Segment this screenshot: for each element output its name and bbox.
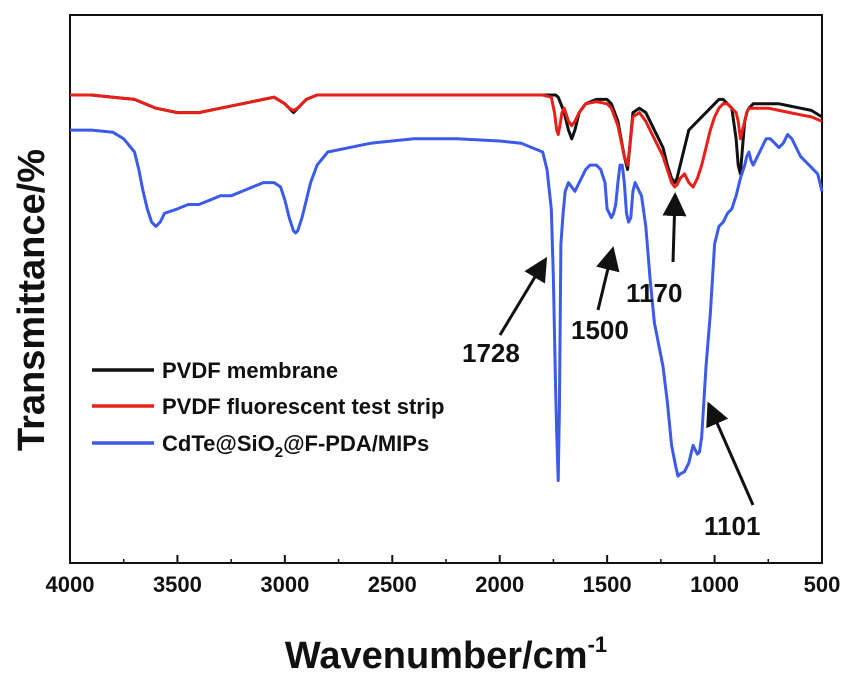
x-tick-label-2000: 2000 <box>475 572 524 597</box>
series-layer <box>70 93 824 482</box>
annotation-label-1101: 1101 <box>704 511 760 541</box>
y-axis-title: Transmittance/% <box>11 149 53 451</box>
annotation-label-1500: 1500 <box>571 315 629 345</box>
x-axis-title: Wavenumber/cm-1 <box>285 632 607 677</box>
series-line-cdte-sio2-f-pda-mips <box>70 128 824 482</box>
annotation-arrow-1101 <box>706 401 755 506</box>
x-tick-label-2500: 2500 <box>368 572 417 597</box>
x-tick-label-1000: 1000 <box>690 572 739 597</box>
x-tick-label-4000: 4000 <box>46 572 95 597</box>
x-tick-label-1500: 1500 <box>583 572 632 597</box>
legend: PVDF membrane PVDF fluorescent test stri… <box>92 358 444 461</box>
legend-label-cdte-sio2-f-pda-mips: CdTe@SiO2@F-PDA/MIPs <box>162 431 429 461</box>
series-line-pvdf-fluorescent-test-strip <box>70 93 823 189</box>
x-axis-title-main: Wavenumber/cm <box>285 635 588 677</box>
x-axis-title-superscript: -1 <box>588 632 608 657</box>
x-tick-label-3000: 3000 <box>260 572 309 597</box>
x-tick-label-3500: 3500 <box>153 572 202 597</box>
legend-label-pvdf-membrane: PVDF membrane <box>162 358 338 383</box>
annotation-label-1170: 1170 <box>626 278 682 308</box>
x-axis-ticks: 4000 3500 3000 2500 2000 1500 1000 500 <box>46 555 841 597</box>
annotation-arrow-1500 <box>596 246 620 311</box>
annotations: 1728 1500 1170 1101 <box>462 192 760 541</box>
x-tick-label-500: 500 <box>804 572 841 597</box>
annotation-label-1728: 1728 <box>462 338 520 368</box>
annotation-arrow-1728 <box>498 256 548 336</box>
plot-frame <box>69 14 823 564</box>
annotation-arrow-1170 <box>662 192 687 263</box>
legend-label-pvdf-fluorescent-test-strip: PVDF fluorescent test strip <box>162 394 444 419</box>
